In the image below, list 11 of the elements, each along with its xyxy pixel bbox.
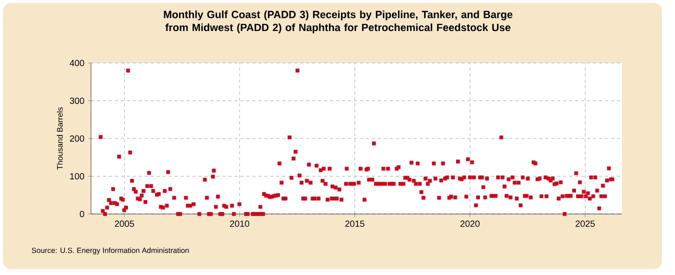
y-tick-label: 300 <box>70 98 84 104</box>
y-tick-label: 100 <box>70 173 84 180</box>
x-tick-label: 2015 <box>345 220 364 227</box>
x-tick-label: 2005 <box>114 220 134 227</box>
y-tick-label: 0 <box>80 210 84 218</box>
y-tick-label: 400 <box>70 60 84 66</box>
y-tick-label: 200 <box>70 135 84 142</box>
x-tick-label: 2010 <box>230 220 250 227</box>
x-tick-label: 2025 <box>576 220 595 227</box>
x-tick-label: 2020 <box>460 220 480 227</box>
chart-title: Monthly Gulf Coast (PADD 3) Receipts by Pipeline, Tanker, and Barge from Midwest (PADD 2) of Naphtha for Petrochemical Feedstock Use <box>164 10 512 34</box>
